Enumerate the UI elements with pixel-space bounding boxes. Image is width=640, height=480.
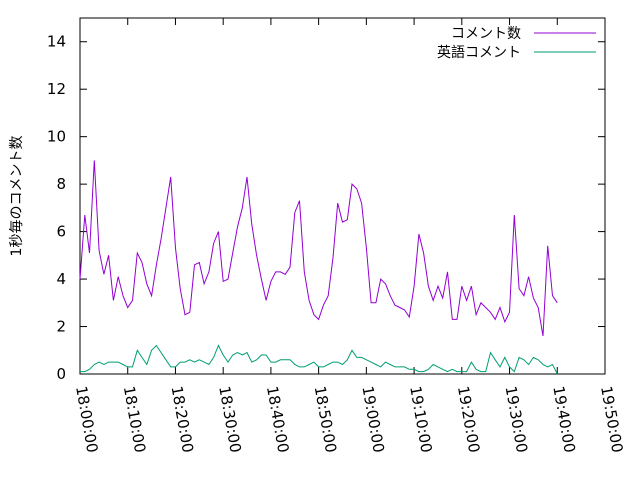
x-tick-label: 18:00:00 bbox=[72, 385, 101, 454]
y-tick-label: 2 bbox=[56, 318, 66, 336]
legend-label: コメント数 bbox=[451, 26, 521, 42]
x-tick-label: 18:40:00 bbox=[263, 385, 292, 454]
x-axis: 18:00:00 18:10:00 18:20:00 18:30:00 18:40:00… bbox=[72, 18, 626, 454]
y-tick-label: 8 bbox=[56, 175, 66, 193]
y-tick-label: 14 bbox=[47, 33, 66, 51]
x-tick-label: 19:00:00 bbox=[358, 385, 387, 454]
y-axis-label: 1秒毎のコメント数 bbox=[9, 136, 25, 257]
series-line-0 bbox=[79, 160, 558, 337]
x-tick-label: 19:20:00 bbox=[454, 385, 483, 454]
x-tick-label: 18:30:00 bbox=[215, 385, 244, 454]
series-layer bbox=[79, 160, 558, 375]
x-tick-label: 19:40:00 bbox=[549, 385, 578, 454]
plot-frame bbox=[79, 17, 606, 375]
series-line-1 bbox=[80, 344, 558, 375]
y-tick-label: 12 bbox=[47, 80, 66, 98]
x-tick-label: 18:50:00 bbox=[311, 385, 340, 454]
y-tick-label: 4 bbox=[56, 270, 66, 288]
x-tick-label: 19:50:00 bbox=[597, 385, 626, 454]
legend-label: 英語コメント bbox=[437, 44, 521, 61]
x-tick-label: 18:20:00 bbox=[168, 385, 197, 454]
x-tick-label: 19:10:00 bbox=[406, 385, 435, 454]
x-tick-label: 19:30:00 bbox=[502, 385, 531, 454]
y-axis: 0 2 4 6 8 10 12 14 bbox=[47, 33, 605, 383]
y-tick-label: 0 bbox=[56, 365, 66, 383]
x-tick-label: 18:10:00 bbox=[120, 385, 149, 454]
y-tick-label: 10 bbox=[47, 128, 66, 146]
y-tick-label: 6 bbox=[56, 223, 66, 241]
